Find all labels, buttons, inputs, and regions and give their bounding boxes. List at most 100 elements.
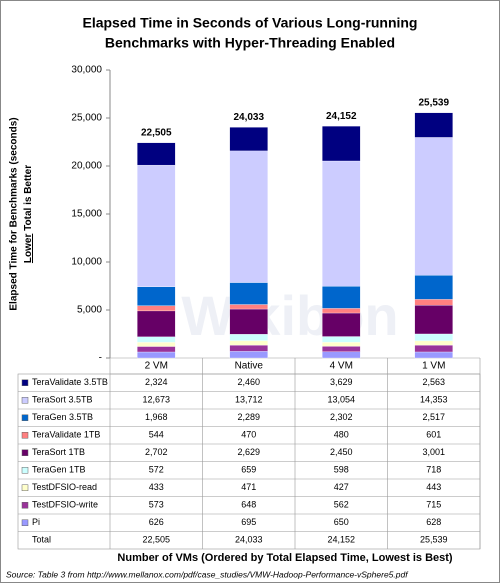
table-value: 573 [149,500,164,510]
bar-segment [137,310,176,337]
x-tick-label: Native [235,361,264,372]
bar-segment [322,346,361,352]
bar-segment [229,340,268,346]
table-value: 718 [426,465,441,475]
legend-label: TeraGen 3.5TB [32,412,93,422]
bar-segment [137,346,176,353]
table-value: 12,673 [142,395,170,405]
legend-label: TeraValidate 1TB [32,430,100,440]
chart-title: Benchmarks with Hyper-Threading Enabled [105,35,395,51]
y-tick-label: 15,000 [71,209,102,220]
table-value: 2,324 [145,377,168,387]
bar-segment [322,308,361,314]
table-value: 648 [241,500,256,510]
table-value: 562 [334,500,349,510]
x-axis-label: Number of VMs (Ordered by Total Elapsed … [117,552,452,564]
table-value: 601 [426,430,441,440]
total-data-label: 25,539 [418,97,449,108]
bar-segment [414,305,453,335]
table-value: 695 [241,517,256,527]
y-axis-label: Elapsed Time for Benchmarks (seconds) [9,117,20,310]
bar-segment [229,308,268,335]
legend-swatch [21,484,29,491]
bar-segment [229,351,268,359]
table-total: 22,505 [142,535,170,545]
bar-segment [137,342,176,347]
bar-segment [137,164,176,287]
bar-segment [322,160,361,287]
legend-swatch [21,467,29,474]
bar-segment [137,336,176,343]
table-total: 24,152 [327,535,355,545]
x-tick-label: 2 VM [145,361,168,372]
table-value: 572 [149,465,164,475]
table-value: 480 [334,430,349,440]
y-axis-note: Lower Total is Better [23,165,34,263]
y-tick-label: 30,000 [71,65,102,76]
table-value: 2,460 [237,377,260,387]
y-tick-label: 20,000 [71,161,102,172]
y-axis-note-text: Total is Better [23,165,34,231]
total-label: Total [32,535,51,545]
bar-segment [229,282,268,305]
total-data-label: 24,033 [233,112,264,123]
total-data-label: 24,152 [326,111,357,122]
bar-segment [137,142,176,166]
legend-label: TestDFSIO-read [32,482,97,492]
table-value: 715 [426,500,441,510]
table-value: 14,353 [420,395,448,405]
bar-segment [322,351,361,359]
bar-segment [414,351,453,359]
legend-label: TestDFSIO-write [32,500,98,510]
legend-label: Pi [32,517,40,527]
bar-segment [414,137,453,276]
bar-segment [414,112,453,138]
bar-segment [322,342,361,347]
table-value: 2,629 [237,447,260,457]
legend-swatch [21,449,29,456]
table-value: 3,629 [330,377,353,387]
table-value: 628 [426,517,441,527]
chart-title: Elapsed Time in Seconds of Various Long-… [82,15,417,31]
table-value: 2,450 [330,447,353,457]
bar-segment [137,305,176,312]
table-value: 427 [334,482,349,492]
bar-segment [414,344,453,353]
legend-swatch [21,397,29,404]
table-value: 2,563 [422,377,445,387]
table-value: 2,302 [330,412,353,422]
legend-swatch [21,432,29,439]
bar-segment [414,275,453,300]
bar-segment [229,334,268,341]
bar-segment [322,312,361,337]
bar-segment [229,304,268,310]
bar-segment [322,286,361,309]
table-value: 433 [149,482,164,492]
y-tick-label: - [99,353,102,364]
x-tick-label: 4 VM [330,361,353,372]
bar-segment [137,286,176,306]
table-value: 13,712 [235,395,263,405]
bar-segment [414,299,453,306]
table-value: 471 [241,482,256,492]
table-total: 24,033 [235,535,263,545]
table-value: 3,001 [422,447,445,457]
table-value: 1,968 [145,412,168,422]
table-value: 544 [149,430,164,440]
bar-segment [229,344,268,352]
table-value: 470 [241,430,256,440]
watermark: Wikibon [181,284,398,347]
legend-label: TeraSort 3.5TB [32,395,93,405]
y-tick-label: 5,000 [77,305,102,316]
legend-swatch [21,379,29,386]
table-value: 659 [241,465,256,475]
y-tick-label: 10,000 [71,257,102,268]
bar-segment [229,150,268,283]
x-tick-label: 1 VM [422,361,445,372]
y-axis-emphasis: Lower [23,234,34,264]
table-value: 2,289 [237,412,260,422]
table-total: 25,539 [420,535,448,545]
table-value: 13,054 [327,395,355,405]
source: Source: Table 3 from http://www.mellanox… [6,569,409,579]
